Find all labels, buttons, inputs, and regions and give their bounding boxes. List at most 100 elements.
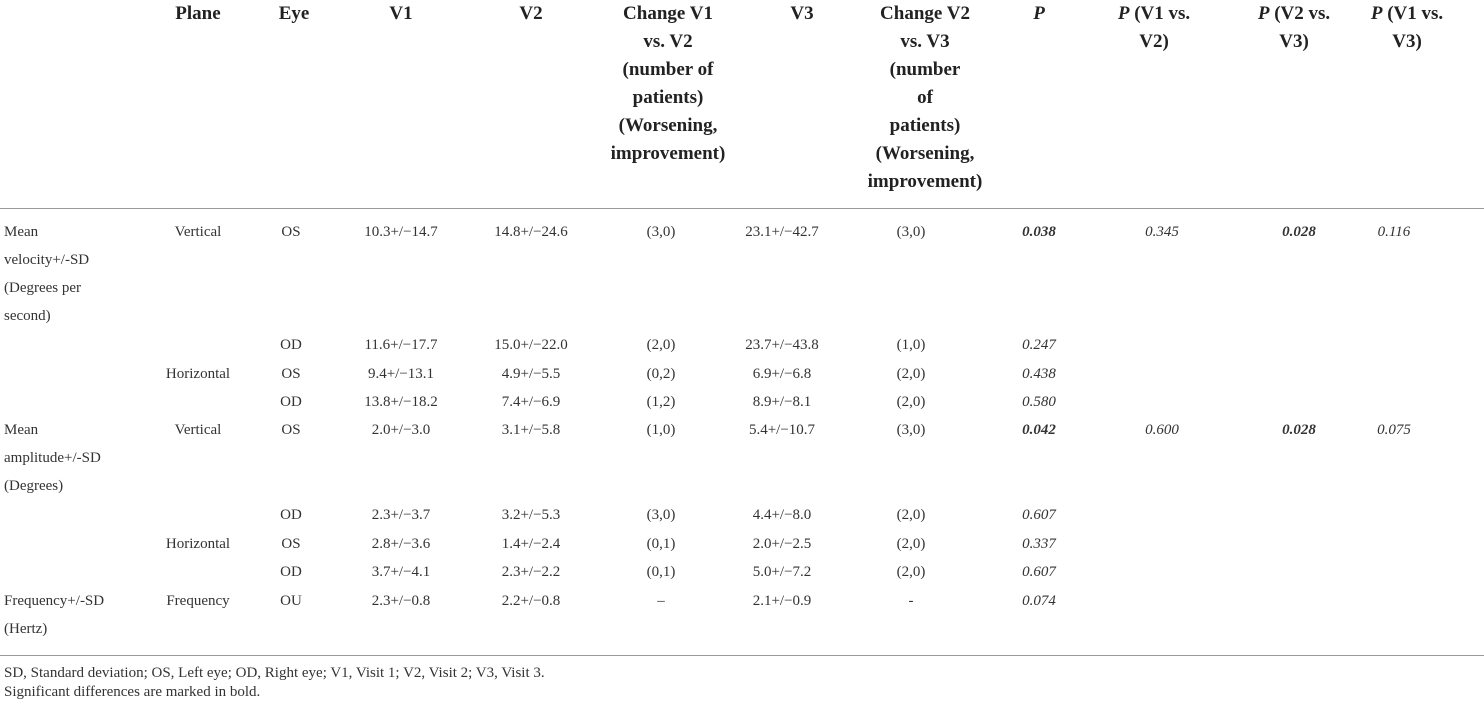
- cell-v3: 5.0+/−7.2: [752, 564, 812, 580]
- cell-v1: 2.3+/−3.7: [371, 507, 431, 523]
- cell-p-v1-v2: 0.600: [1145, 422, 1179, 438]
- p-symbol: P: [1257, 3, 1270, 24]
- column-header-text: (V2 vs.: [1269, 3, 1331, 24]
- cell-v3: 8.9+/−8.1: [752, 394, 812, 410]
- cell-eye: OD: [280, 337, 302, 353]
- column-header-line: P: [964, 0, 1114, 28]
- column-header-line: P (V1 vs.: [1079, 0, 1229, 28]
- cell-p: 0.042: [1022, 422, 1056, 438]
- cell-change-v2-v3: (3,0): [896, 422, 926, 438]
- cell-eye: OS: [281, 536, 301, 552]
- column-header-line: vs. V2: [643, 31, 693, 52]
- column-header-p: P: [964, 0, 1114, 28]
- column-header-eye: Eye: [219, 0, 369, 28]
- cell-p: 0.337: [1022, 536, 1056, 552]
- cell-eye: OD: [280, 394, 302, 410]
- cell-p-v2-v3: 0.028: [1282, 224, 1316, 240]
- column-header-line: Eye: [278, 3, 310, 24]
- cell-p: 0.607: [1022, 564, 1056, 580]
- cell-v1: 3.7+/−4.1: [371, 564, 431, 580]
- column-header-line: improvement): [610, 143, 726, 164]
- cell-change-v1-v2: –: [657, 593, 665, 609]
- cell-p: 0.038: [1022, 224, 1056, 240]
- measure-label-line: (Degrees per: [4, 280, 82, 296]
- column-header-line: V3: [790, 3, 814, 24]
- cell-eye: OS: [281, 224, 301, 240]
- column-header-line: improvement): [867, 171, 983, 192]
- cell-change-v2-v3: (1,0): [896, 337, 926, 353]
- cell-p-v2-v3: 0.028: [1282, 422, 1316, 438]
- measure-label: Frequency+/-SD (Hertz): [4, 587, 104, 643]
- cell-p-v1-v2: 0.345: [1145, 224, 1179, 240]
- cell-change-v1-v2: (1,2): [646, 394, 676, 410]
- cell-v3: 2.0+/−2.5: [752, 536, 812, 552]
- cell-p-v1-v3: 0.116: [1377, 224, 1411, 240]
- cell-v2: 15.0+/−22.0: [494, 337, 568, 353]
- column-header-line: patients): [632, 87, 704, 108]
- cell-v3: 5.4+/−10.7: [748, 422, 816, 438]
- cell-change-v2-v3: (2,0): [896, 536, 926, 552]
- cell-change-v2-v3: (2,0): [896, 366, 926, 382]
- footnote-abbreviations: SD, Standard deviation; OS, Left eye; OD…: [4, 665, 545, 681]
- column-header-line: (number of: [622, 59, 714, 80]
- cell-v1: 2.3+/−0.8: [371, 593, 431, 609]
- column-header-line: V2): [1139, 31, 1169, 52]
- column-header-line: Change V2: [880, 3, 970, 24]
- measure-label-line: amplitude+/-SD: [4, 450, 101, 466]
- cell-eye: OS: [281, 366, 301, 382]
- column-header-line: Change V1: [623, 3, 713, 24]
- column-header-line: vs. V3: [900, 31, 950, 52]
- column-header-line: P (V1 vs.: [1332, 0, 1482, 28]
- column-header-text: (V1 vs.: [1382, 3, 1444, 24]
- column-header-line: patients): [889, 115, 961, 136]
- cell-p: 0.580: [1022, 394, 1056, 410]
- cell-p: 0.247: [1022, 337, 1056, 353]
- cell-v2: 4.9+/−5.5: [501, 366, 561, 382]
- cell-change-v1-v2: (2,0): [646, 337, 676, 353]
- column-header-p-v1-v3: P (V1 vs. V3): [1332, 0, 1482, 56]
- column-header-v3: V3: [727, 0, 877, 28]
- cell-v3: 6.9+/−6.8: [752, 366, 812, 382]
- p-symbol: P: [1370, 3, 1383, 24]
- column-header-v1: V1: [326, 0, 476, 28]
- cell-v1: 2.8+/−3.6: [371, 536, 431, 552]
- cell-v2: 2.2+/−0.8: [501, 593, 561, 609]
- cell-plane: Vertical: [174, 422, 222, 438]
- column-header-plane: Plane: [123, 0, 273, 28]
- header-divider: [0, 208, 1484, 209]
- measure-label-line: second): [4, 308, 51, 324]
- cell-p: 0.074: [1022, 593, 1056, 609]
- cell-v1: 10.3+/−14.7: [364, 224, 438, 240]
- measure-label: Mean amplitude+/-SD (Degrees): [4, 416, 101, 500]
- cell-v3: 2.1+/−0.9: [752, 593, 812, 609]
- cell-change-v2-v3: (3,0): [896, 224, 926, 240]
- cell-v3: 23.1+/−42.7: [745, 224, 819, 240]
- column-header-line: (number: [889, 59, 961, 80]
- column-header-change-v1-v2: Change V1 vs. V2 (number of patients) (Worse…: [593, 0, 743, 168]
- cell-v2: 2.3+/−2.2: [501, 564, 561, 580]
- cell-eye: OS: [281, 422, 301, 438]
- cell-change-v2-v3: -: [908, 593, 914, 609]
- column-header-line: V3): [1392, 31, 1422, 52]
- p-symbol: P: [1117, 3, 1130, 24]
- cell-plane: Horizontal: [165, 366, 231, 382]
- column-header-line: (Worsening,: [875, 143, 975, 164]
- cell-plane: Horizontal: [165, 536, 231, 552]
- cell-v1: 9.4+/−13.1: [367, 366, 435, 382]
- cell-v2: 1.4+/−2.4: [501, 536, 561, 552]
- cell-v3: 23.7+/−43.8: [745, 337, 819, 353]
- cell-change-v1-v2: (3,0): [646, 507, 676, 523]
- cell-p-v1-v3: 0.075: [1377, 422, 1411, 438]
- cell-change-v1-v2: (0,2): [646, 366, 676, 382]
- column-header-line: P (V2 vs.: [1219, 0, 1369, 28]
- measure-label-line: (Hertz): [4, 621, 48, 637]
- table-bottom-rule: [0, 655, 1484, 656]
- cell-p: 0.438: [1022, 366, 1056, 382]
- column-header-text: (V1 vs.: [1129, 3, 1191, 24]
- footnote-significance: Significant differences are marked in bo…: [4, 684, 261, 700]
- column-header-line: V2: [519, 3, 543, 24]
- cell-v2: 7.4+/−6.9: [501, 394, 561, 410]
- column-header-line: V1: [389, 3, 413, 24]
- cell-change-v1-v2: (0,1): [646, 536, 676, 552]
